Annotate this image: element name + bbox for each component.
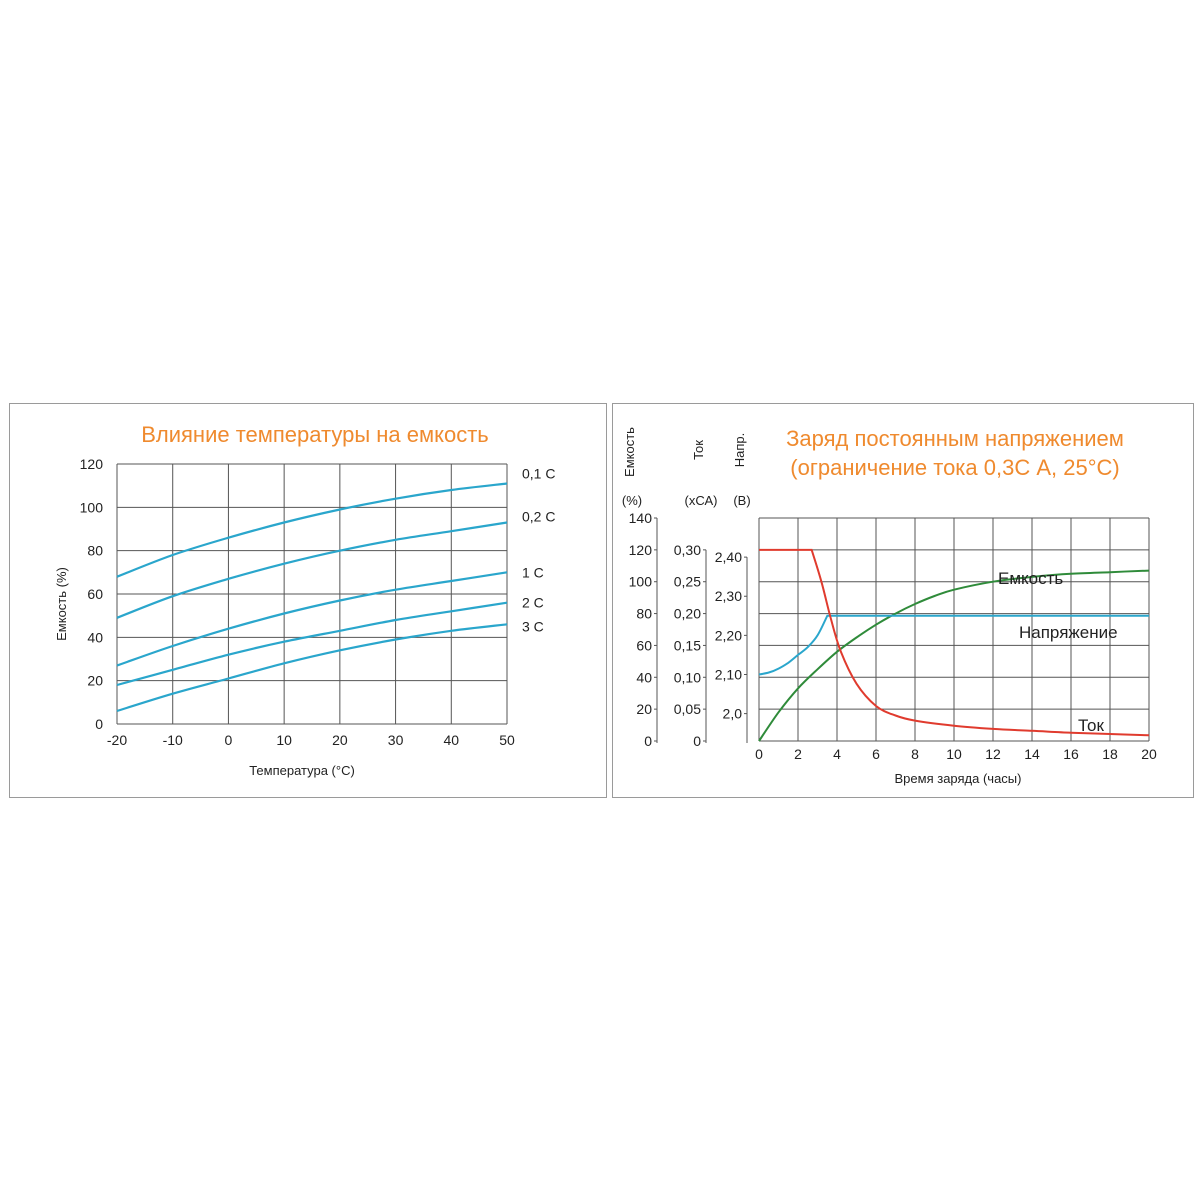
- x-tick-label: 2: [794, 746, 802, 762]
- series-line: [116, 623, 508, 713]
- x-tick-label: 18: [1102, 746, 1118, 762]
- y-tick-label: 2,40: [715, 549, 742, 565]
- series-label: Ток: [1078, 716, 1105, 735]
- series-line: [116, 482, 508, 578]
- x-tick-label: 20: [332, 732, 348, 748]
- series-label: 0,2 C: [522, 509, 555, 525]
- y-tick-label: 140: [629, 510, 653, 526]
- series-line: [759, 548, 1150, 737]
- y-axis-name: Емкость: [622, 427, 637, 477]
- temperature-capacity-chart: Влияние температуры на емкость -20 -10 0 10 2…: [54, 422, 555, 778]
- series-line: [116, 571, 508, 667]
- y-axis-title: Емкость (%): [54, 567, 69, 641]
- y-axis-unit: (хСА): [685, 493, 718, 508]
- y-tick-label: 0,25: [674, 574, 701, 590]
- x-tick-label: 50: [499, 732, 515, 748]
- x-tick-label: 40: [443, 732, 459, 748]
- y-tick-label: 100: [629, 574, 653, 590]
- x-tick-label: -20: [107, 732, 127, 748]
- x-tick-label: 30: [388, 732, 404, 748]
- x-tick-label: 20: [1141, 746, 1157, 762]
- y-tick-label: 20: [87, 673, 103, 689]
- y-tick-label: 0,05: [674, 701, 701, 717]
- y-tick-label: 20: [636, 701, 652, 717]
- y-tick-label: 0,15: [674, 637, 701, 653]
- x-tick-label: 6: [872, 746, 880, 762]
- x-tick-label: 14: [1024, 746, 1040, 762]
- y-tick-label: 2,20: [715, 627, 742, 643]
- y-tick-label: 80: [87, 543, 103, 559]
- y-tick-label: 0,20: [674, 606, 701, 622]
- y-tick-label: 2,30: [715, 588, 742, 604]
- y-axis-unit: (%): [622, 493, 642, 508]
- y-axis-name: Напр.: [732, 433, 747, 468]
- constant-voltage-charge-chart-panel: Заряд постоянным напряжением (ограничение…: [612, 403, 1194, 798]
- x-tick-label: 4: [833, 746, 841, 762]
- constant-voltage-charge-chart: Заряд постоянным напряжением (ограничение…: [622, 426, 1157, 786]
- y-tick-label: 120: [629, 542, 653, 558]
- x-tick-label: 12: [985, 746, 1001, 762]
- y-tick-label: 0,30: [674, 542, 701, 558]
- chart-title-line-2: (ограничение тока 0,3С А, 25°С): [790, 455, 1119, 480]
- y-tick-label: 100: [80, 499, 104, 515]
- series-label: 2 С: [522, 595, 544, 611]
- series-label: Емкость: [998, 569, 1063, 588]
- chart-title: Влияние температуры на емкость: [141, 422, 489, 447]
- y-tick-label: 60: [87, 586, 103, 602]
- y-tick-label: 2,0: [723, 706, 743, 722]
- chart-title-line-1: Заряд постоянным напряжением: [786, 426, 1124, 451]
- series-line: [758, 569, 1150, 742]
- x-tick-label: 0: [755, 746, 763, 762]
- series-label: 3 С: [522, 618, 544, 634]
- y-axis-name: Ток: [691, 440, 706, 460]
- x-axis-title: Температура (°С): [249, 763, 355, 778]
- x-tick-label: 16: [1063, 746, 1079, 762]
- y-tick-label: 0,10: [674, 669, 701, 685]
- x-tick-label: 10: [276, 732, 292, 748]
- x-tick-label: 8: [911, 746, 919, 762]
- y-tick-label: 120: [80, 456, 104, 472]
- series-line: [116, 601, 508, 687]
- x-tick-label: 0: [225, 732, 233, 748]
- series-label: 0,1 C: [522, 466, 555, 482]
- series-label: Напряжение: [1019, 623, 1118, 642]
- y-tick-label: 2,10: [715, 666, 742, 682]
- series-line: [758, 614, 1150, 676]
- series-line: [116, 521, 508, 619]
- x-tick-label: 10: [946, 746, 962, 762]
- y-axis-unit: (В): [733, 493, 750, 508]
- series-label: 1 С: [522, 564, 544, 580]
- y-tick-label: 60: [636, 637, 652, 653]
- y-tick-label: 0: [693, 733, 701, 749]
- temperature-capacity-chart-panel: Влияние температуры на емкость -20 -10 0 10 2…: [9, 403, 607, 798]
- y-tick-label: 0: [644, 733, 652, 749]
- x-tick-label: -10: [163, 732, 183, 748]
- y-tick-label: 80: [636, 606, 652, 622]
- y-tick-label: 40: [636, 669, 652, 685]
- x-axis-title: Время заряда (часы): [895, 771, 1022, 786]
- y-tick-label: 0: [95, 716, 103, 732]
- y-tick-label: 40: [87, 629, 103, 645]
